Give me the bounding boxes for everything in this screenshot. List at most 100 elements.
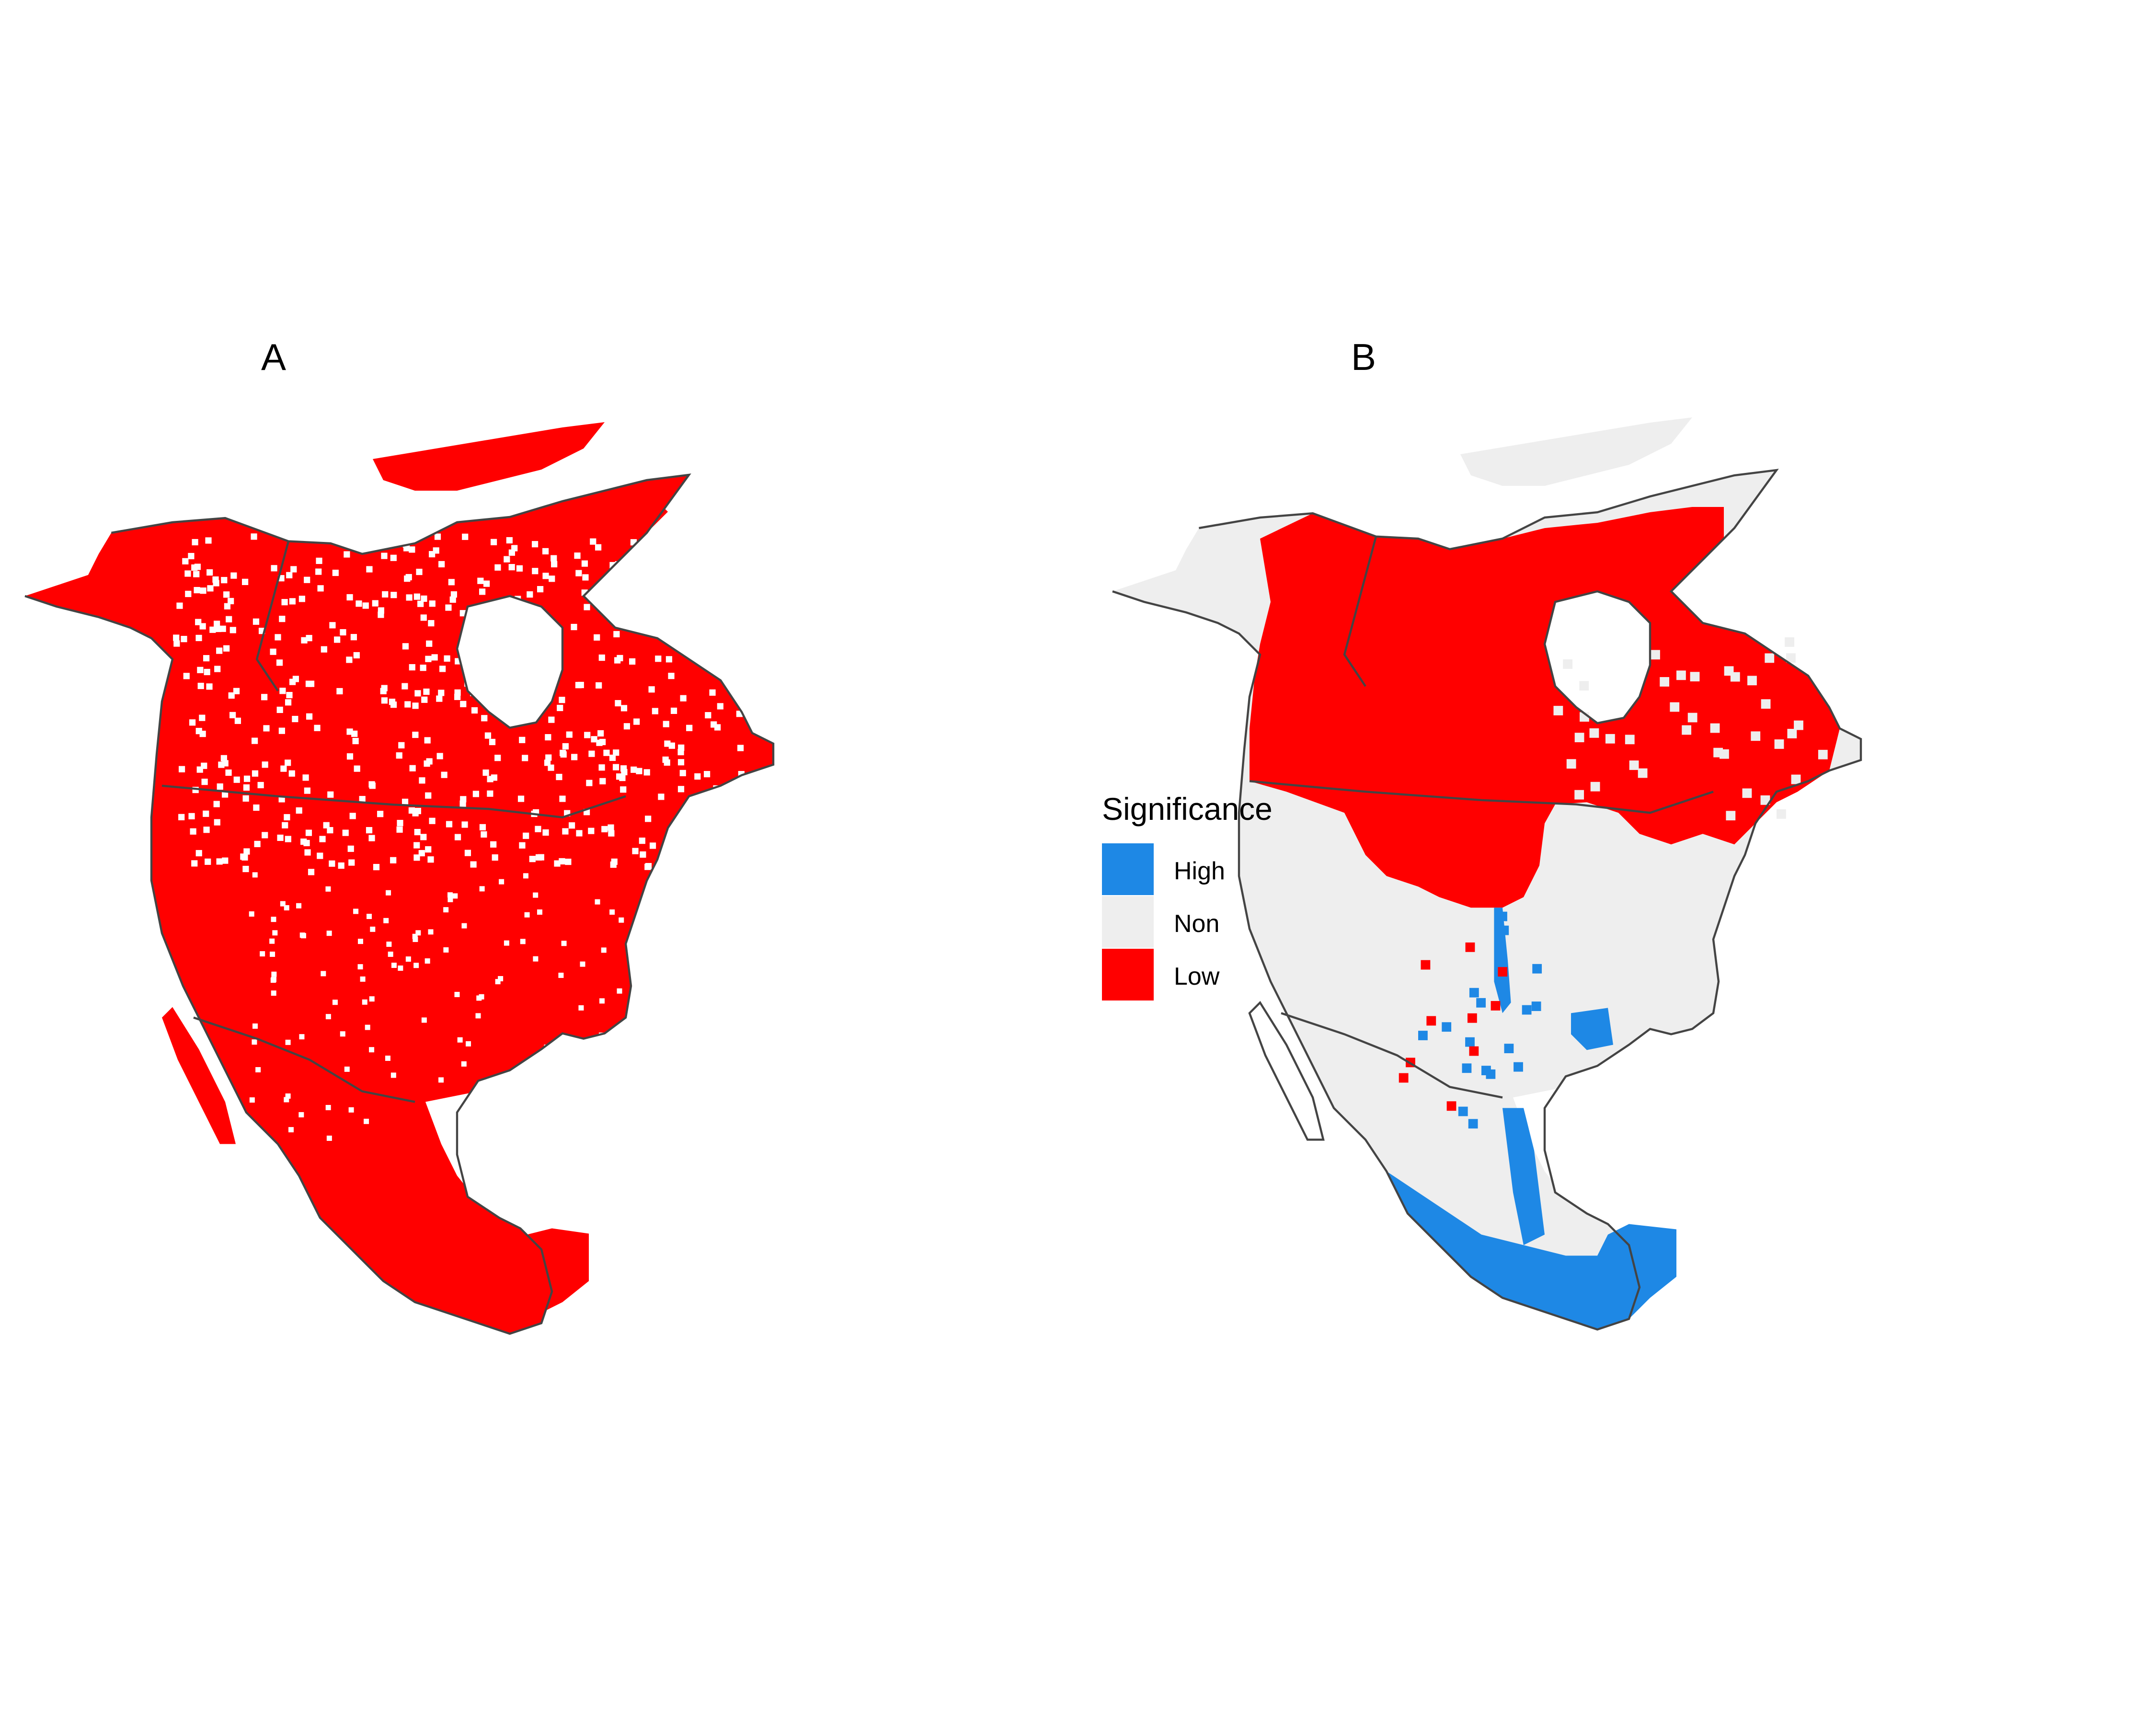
grid-cell-non (444, 655, 450, 662)
grid-cell-high (1462, 1063, 1472, 1073)
grid-cell-non (304, 576, 310, 583)
grid-cell-non (620, 705, 628, 712)
grid-cell-non (1590, 782, 1600, 792)
grid-cell-non (758, 781, 765, 788)
panel-b-high-mexico (1387, 1171, 1676, 1330)
grid-cell-non (234, 717, 241, 724)
grid-cell-non (718, 575, 725, 583)
grid-cell-non (390, 857, 397, 863)
grid-cell-non (717, 612, 723, 619)
grid-cell-non (409, 765, 416, 771)
grid-cell-non (367, 913, 372, 919)
grid-cell-non (586, 780, 593, 786)
legend-swatch-non (1102, 896, 1154, 948)
grid-cell-non (703, 618, 710, 625)
grid-cell-non (334, 636, 341, 643)
grid-cell-non (178, 766, 185, 772)
panel-a-hudson-outline (456, 595, 564, 729)
grid-cell-non (672, 605, 678, 611)
grid-cell-non (365, 1024, 370, 1030)
grid-cell-non (743, 781, 750, 788)
grid-cell-non (761, 655, 768, 662)
grid-cell-non (261, 694, 268, 701)
grid-cell-non (362, 602, 369, 609)
legend-label-non: Non (1174, 910, 1220, 938)
grid-cell-non (641, 610, 648, 617)
grid-cell-non (356, 600, 362, 607)
grid-cell-non (436, 695, 443, 702)
grid-cell-non (539, 610, 546, 617)
grid-cell-non (492, 854, 498, 861)
grid-cell-non (279, 688, 286, 694)
grid-cell-non (249, 911, 254, 917)
grid-cell-low (1421, 960, 1431, 970)
grid-cell-low (1469, 1046, 1479, 1056)
grid-cell-non (588, 828, 595, 834)
grid-cell-non (243, 848, 250, 855)
grid-cell-non (243, 775, 251, 782)
grid-cell-non (471, 707, 478, 714)
grid-cell-non (412, 731, 419, 738)
grid-cell-non (576, 830, 583, 837)
grid-cell-non (424, 737, 431, 744)
grid-cell-non (299, 1034, 305, 1040)
grid-cell-non (603, 749, 610, 756)
grid-cell-non (279, 616, 286, 622)
grid-cell-high (1465, 1037, 1475, 1047)
grid-cell-non (523, 832, 529, 839)
grid-cell-non (573, 1130, 579, 1136)
grid-cell-non (321, 646, 327, 653)
grid-cell-non (445, 604, 452, 611)
grid-cell-non (317, 585, 324, 592)
grid-cell-non (475, 1013, 481, 1019)
grid-cell-non (686, 839, 692, 845)
grid-cell-non (611, 608, 618, 614)
grid-cell-non (612, 764, 619, 770)
grid-cell-non (289, 598, 296, 605)
grid-cell-non (213, 580, 219, 586)
grid-cell-non (620, 786, 627, 793)
grid-cell-non (262, 761, 268, 768)
grid-cell-non (1751, 731, 1761, 741)
grid-cell-non (288, 1127, 294, 1133)
grid-cell-non (206, 569, 213, 576)
grid-cell-non (559, 858, 565, 865)
grid-cell-non (459, 800, 466, 807)
grid-cell-non (176, 602, 183, 609)
grid-cell-non (438, 561, 445, 568)
grid-cell-low (1467, 1013, 1477, 1023)
grid-cell-non (655, 656, 662, 662)
grid-cell-non (390, 554, 397, 561)
grid-cell-non (1726, 811, 1736, 821)
grid-cell-non (197, 667, 204, 673)
grid-cell-non (639, 547, 646, 554)
grid-cell-non (188, 813, 195, 819)
grid-cell-non (584, 604, 590, 610)
grid-cell-non (615, 700, 621, 707)
grid-cell-non (447, 892, 453, 898)
grid-cell-non (667, 632, 674, 639)
grid-cell-non (595, 899, 600, 905)
grid-cell-non (1761, 699, 1771, 709)
grid-cell-non (425, 792, 432, 799)
grid-cell-non (1785, 637, 1794, 647)
grid-cell-non (692, 593, 699, 599)
grid-cell-non (1676, 670, 1686, 680)
grid-cell-non (582, 1118, 588, 1124)
grid-cell-non (381, 552, 388, 559)
grid-cell-non (577, 681, 584, 689)
grid-cell-non (420, 614, 427, 621)
panel-b-land (1112, 417, 1861, 1330)
grid-cell-non (301, 637, 308, 644)
grid-cell-non (1687, 713, 1697, 723)
grid-cell-non (346, 656, 353, 663)
grid-cell-non (427, 856, 434, 863)
grid-cell-non (243, 784, 250, 791)
grid-cell-non (321, 971, 326, 977)
grid-cell-non (390, 1072, 396, 1078)
grid-cell-non (749, 721, 756, 728)
grid-cell-non (390, 592, 397, 598)
grid-cell-non (425, 656, 432, 662)
grid-cell-non (728, 660, 735, 667)
grid-cell-non (571, 623, 577, 631)
